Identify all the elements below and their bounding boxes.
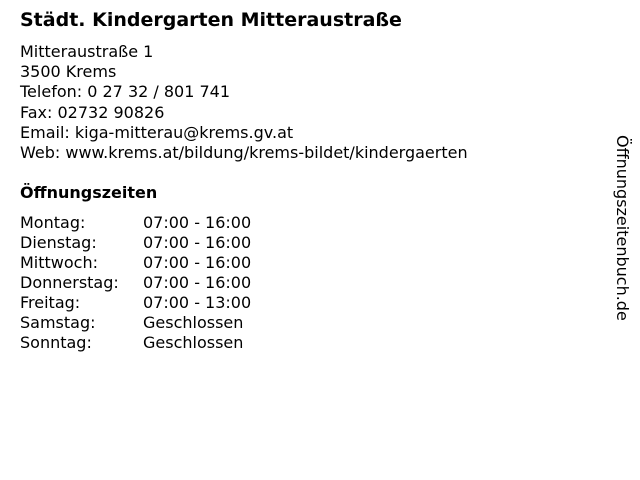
hours-row: Mittwoch: 07:00 - 16:00: [20, 253, 251, 273]
hours-row: Sonntag: Geschlossen: [20, 333, 251, 353]
contact-info: Mitteraustraße 1 3500 Krems Telefon: 0 2…: [20, 42, 468, 163]
hours-row: Donnerstag: 07:00 - 16:00: [20, 273, 251, 293]
day: Montag:: [20, 213, 86, 232]
time: Geschlossen: [143, 313, 244, 332]
phone: Telefon: 0 27 32 / 801 741: [20, 82, 231, 102]
city: 3500 Krems: [20, 62, 117, 82]
hours-row: Montag: 07:00 - 16:00: [20, 213, 251, 233]
time: 07:00 - 16:00: [143, 273, 252, 292]
page-title: Städt. Kindergarten Mitteraustraße: [20, 9, 402, 31]
hours-row: Samstag: Geschlossen: [20, 313, 251, 333]
time: 07:00 - 13:00: [143, 293, 252, 312]
time: 07:00 - 16:00: [143, 253, 252, 272]
street: Mitteraustraße 1: [20, 42, 154, 61]
hours-heading: Öffnungszeiten: [20, 183, 158, 202]
hours-row: Dienstag: 07:00 - 16:00: [20, 233, 251, 253]
hours-table: Montag: 07:00 - 16:00 Dienstag: 07:00 - 16…: [20, 213, 251, 353]
time: Geschlossen: [143, 333, 244, 352]
web: Web: www.krems.at/bildung/krems-bildet/k…: [20, 143, 468, 163]
day: Donnerstag:: [20, 273, 119, 292]
time: 07:00 - 16:00: [143, 213, 252, 232]
time: 07:00 - 16:00: [143, 233, 252, 252]
day: Samstag:: [20, 313, 96, 332]
hours-row: Freitag: 07:00 - 13:00: [20, 293, 251, 313]
day: Freitag:: [20, 293, 81, 312]
fax: Fax: 02732 90826: [20, 102, 165, 122]
day: Mittwoch:: [20, 253, 98, 272]
day: Dienstag:: [20, 233, 97, 252]
watermark: Öffnungszeitenbuch.de: [613, 135, 632, 321]
day: Sonntag:: [20, 333, 92, 352]
email: Email: kiga-mitterau@krems.gv.at: [20, 122, 294, 142]
